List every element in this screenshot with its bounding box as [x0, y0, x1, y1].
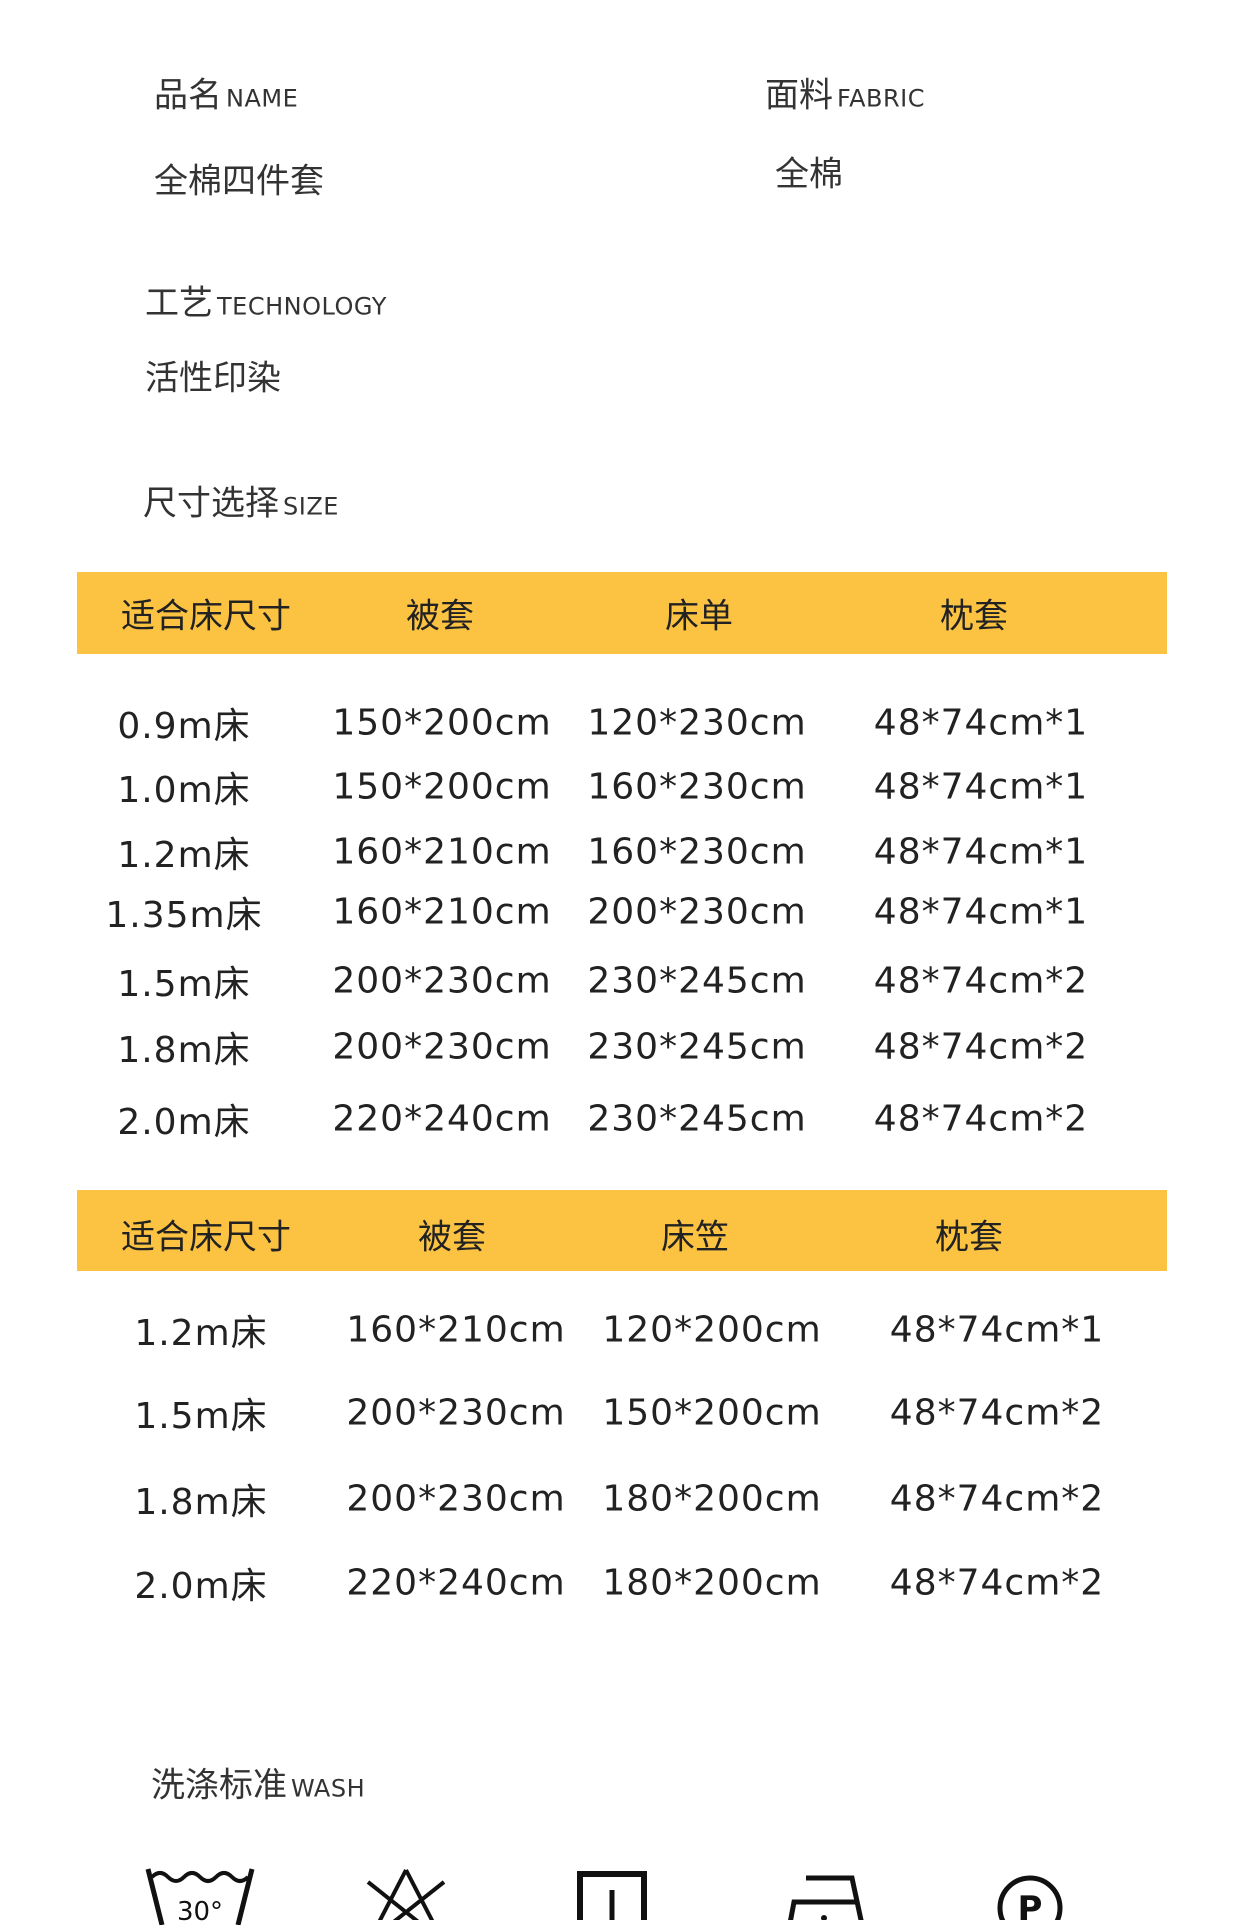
table1-cell: 200*230cm — [587, 891, 807, 933]
table1-cell: 1.8m床 — [117, 1030, 251, 1071]
name-label: 品名 NAME — [154, 68, 298, 117]
table1-cell: 48*74cm*2 — [873, 1026, 1089, 1068]
table1-cell: 230*245cm — [587, 960, 807, 1002]
table1-cell: 48*74cm*2 — [873, 960, 1089, 1002]
table1-cell: 200*230cm — [332, 960, 552, 1002]
technology-label: 工艺 TECHNOLOGY — [145, 276, 387, 325]
table1-header-2: 床单 — [665, 596, 733, 637]
table1-cell: 1.2m床 — [117, 835, 251, 876]
table2-cell: 200*230cm — [346, 1478, 566, 1520]
technology-label-cn: 工艺 — [145, 283, 213, 324]
table1-cell: 160*230cm — [587, 766, 807, 808]
table1-cell: 150*200cm — [332, 702, 552, 744]
drip-dry-icon — [577, 1871, 647, 1920]
table1-header-1: 被套 — [406, 596, 474, 637]
size-label-cn: 尺寸选择 — [143, 483, 279, 524]
wash-30-icon: 30° — [145, 1868, 255, 1925]
size-label-en: SIZE — [283, 492, 339, 521]
table1-cell: 2.0m床 — [117, 1102, 251, 1143]
dry-clean-letter: P — [1018, 1889, 1043, 1920]
technology-value: 活性印染 — [145, 358, 281, 399]
table1-cell: 150*200cm — [332, 766, 552, 808]
wash-label-en: WASH — [291, 1774, 366, 1803]
wash-label: 洗涤标准 WASH — [151, 1758, 365, 1807]
no-bleach-icon — [366, 1869, 446, 1920]
table2-cell: 48*74cm*2 — [889, 1392, 1105, 1434]
table2-header-3: 枕套 — [935, 1217, 1003, 1258]
table2-cell: 2.0m床 — [134, 1566, 268, 1607]
table2-cell: 48*74cm*2 — [889, 1562, 1105, 1604]
table2-cell: 1.8m床 — [134, 1482, 268, 1523]
table1-cell: 1.0m床 — [117, 770, 251, 811]
name-label-cn: 品名 — [154, 75, 222, 116]
table1-cell: 220*240cm — [332, 1098, 552, 1140]
table1-cell: 160*210cm — [332, 831, 552, 873]
wash-label-cn: 洗涤标准 — [151, 1765, 287, 1806]
fabric-value: 全棉 — [775, 154, 843, 195]
table1-cell: 48*74cm*1 — [873, 891, 1089, 933]
size-label: 尺寸选择 SIZE — [143, 476, 339, 525]
fabric-label-en: FABRIC — [837, 84, 925, 113]
table1-cell: 1.35m床 — [105, 895, 263, 936]
table1-cell: 160*210cm — [332, 891, 552, 933]
iron-icon — [788, 1875, 864, 1920]
table2-cell: 160*210cm — [346, 1309, 566, 1351]
table2-header-bar — [77, 1190, 1167, 1271]
table2-cell: 120*200cm — [602, 1309, 822, 1351]
table2-cell: 180*200cm — [602, 1562, 822, 1604]
table2-cell: 1.5m床 — [134, 1396, 268, 1437]
table1-cell: 48*74cm*1 — [873, 766, 1089, 808]
table1-header-3: 枕套 — [940, 596, 1008, 637]
table2-cell: 200*230cm — [346, 1392, 566, 1434]
table1-cell: 48*74cm*2 — [873, 1098, 1089, 1140]
table1-cell: 230*245cm — [587, 1098, 807, 1140]
fabric-label-cn: 面料 — [765, 75, 833, 116]
table1-cell: 0.9m床 — [117, 706, 251, 747]
table2-cell: 220*240cm — [346, 1562, 566, 1604]
table1-cell: 120*230cm — [587, 702, 807, 744]
table1-cell: 48*74cm*1 — [873, 831, 1089, 873]
name-value: 全棉四件套 — [154, 161, 324, 202]
table1-cell: 48*74cm*1 — [873, 702, 1089, 744]
fabric-label: 面料 FABRIC — [765, 68, 925, 117]
table2-cell: 180*200cm — [602, 1478, 822, 1520]
table1-cell: 200*230cm — [332, 1026, 552, 1068]
table1-header-0: 适合床尺寸 — [121, 596, 291, 637]
table2-cell: 48*74cm*2 — [889, 1478, 1105, 1520]
table2-header-2: 床笠 — [661, 1217, 729, 1258]
table2-cell: 48*74cm*1 — [889, 1309, 1105, 1351]
table2-cell: 150*200cm — [602, 1392, 822, 1434]
table1-cell: 230*245cm — [587, 1026, 807, 1068]
table2-header-0: 适合床尺寸 — [121, 1217, 291, 1258]
wash-temp-text: 30° — [177, 1897, 223, 1925]
dry-clean-p-icon: P — [997, 1875, 1063, 1920]
name-label-en: NAME — [226, 84, 299, 113]
table2-cell: 1.2m床 — [134, 1313, 268, 1354]
table1-cell: 160*230cm — [587, 831, 807, 873]
table2-header-1: 被套 — [418, 1217, 486, 1258]
table1-header-bar — [77, 572, 1167, 654]
table1-cell: 1.5m床 — [117, 964, 251, 1005]
technology-label-en: TECHNOLOGY — [217, 292, 387, 321]
